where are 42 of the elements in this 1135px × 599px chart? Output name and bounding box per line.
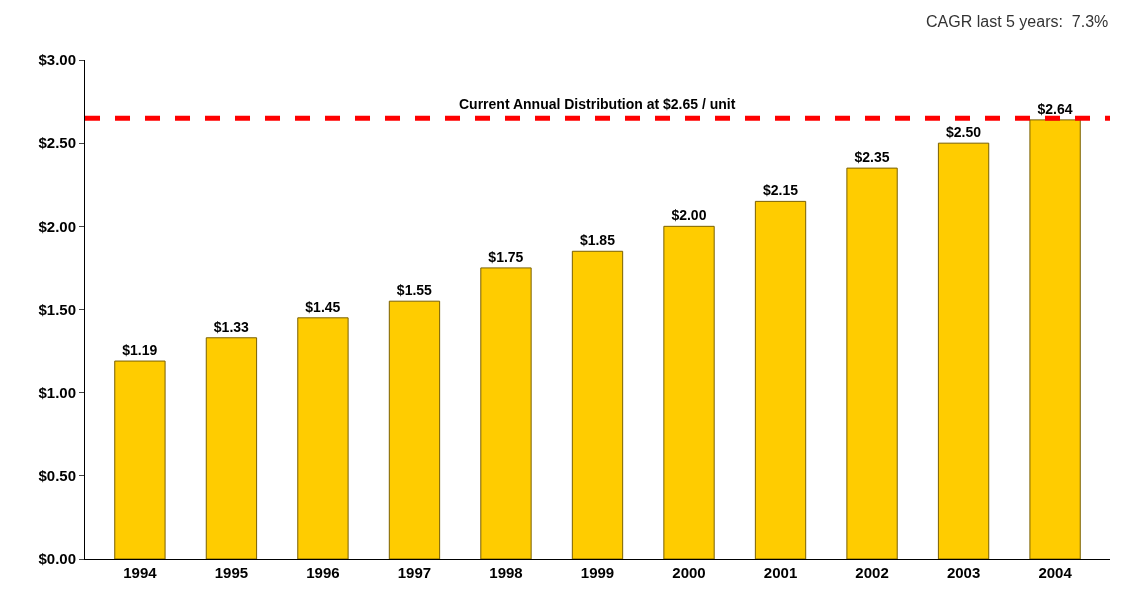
data-label: $1.85 xyxy=(579,232,616,249)
data-label: $1.45 xyxy=(305,298,341,315)
data-label: $1.75 xyxy=(488,248,524,265)
data-label: $2.35 xyxy=(854,149,890,166)
y-tick-label: $3.00 xyxy=(38,51,76,69)
bar xyxy=(663,225,715,559)
x-tick-label: 1995 xyxy=(214,564,249,581)
data-label: $2.15 xyxy=(762,182,799,199)
y-tick-label: $2.00 xyxy=(38,217,76,235)
bar xyxy=(754,200,807,559)
data-label: $1.19 xyxy=(122,342,158,359)
bar xyxy=(297,317,349,559)
text: CAGR last 5 years: 7.3% xyxy=(926,13,1109,30)
bar xyxy=(1029,119,1081,559)
y-tick-label: $1.00 xyxy=(38,383,76,401)
bar xyxy=(480,267,532,559)
y-tick-label: $0.00 xyxy=(38,550,76,568)
bar xyxy=(571,250,624,559)
data-label: $1.33 xyxy=(213,318,250,335)
x-tick-label: 1994 xyxy=(123,564,158,581)
bar xyxy=(205,337,258,559)
ref-line-label: Current Annual Distribution at $2.65 / unit xyxy=(459,96,736,112)
x-tick-label: 1999 xyxy=(580,564,615,581)
x-tick-label: 2003 xyxy=(946,564,981,581)
bar xyxy=(846,167,898,559)
data-label: $2.64 xyxy=(1037,100,1073,117)
x-tick-label: 2000 xyxy=(672,564,706,581)
x-tick-label: 2001 xyxy=(763,564,798,581)
y-tick-label: $1.50 xyxy=(38,300,76,318)
data-label: $2.50 xyxy=(945,124,982,141)
bar xyxy=(388,300,441,559)
y-tick-label: $0.50 xyxy=(38,467,76,485)
data-label: $1.55 xyxy=(396,282,433,299)
bar xyxy=(114,360,166,559)
bar xyxy=(937,142,990,559)
x-tick-label: 1998 xyxy=(489,564,523,581)
x-tick-label: 1997 xyxy=(397,564,432,581)
x-tick-label: 1996 xyxy=(306,564,340,581)
data-label: $2.00 xyxy=(671,207,707,224)
y-tick-label: $2.50 xyxy=(38,134,76,152)
x-tick-label: 2002 xyxy=(855,564,889,581)
x-tick-label: 2004 xyxy=(1038,564,1073,581)
